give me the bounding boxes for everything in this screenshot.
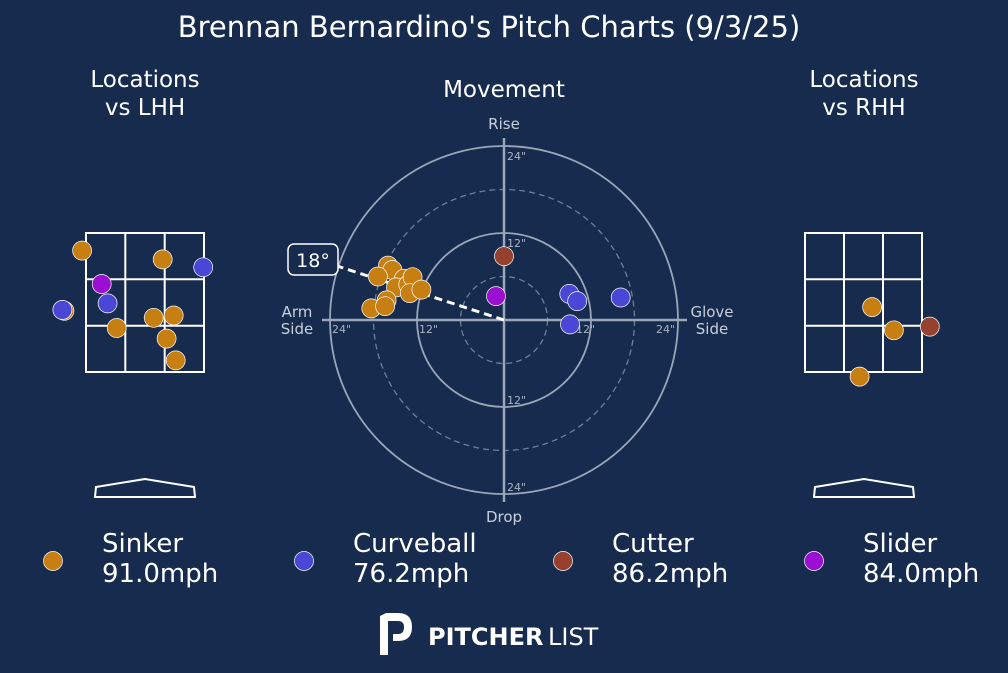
lhh-curveball-point	[97, 293, 118, 314]
ring-label-right-12: 12"	[576, 323, 595, 336]
lhh-curveball-point	[52, 300, 73, 320]
ring-label-left-24: 24"	[332, 323, 351, 336]
lhh-sinker-point	[143, 307, 164, 328]
lhh-sinker-point	[163, 305, 184, 326]
movement-panel-title: Movement	[443, 77, 565, 103]
lhh-sinker-point	[156, 328, 177, 349]
arm-angle-label: 18°	[296, 250, 330, 272]
lhh-curveball-point	[193, 257, 214, 278]
movement-cutter-point	[494, 246, 514, 267]
movement-curveball-point	[610, 287, 631, 308]
rhh-sinker-point	[884, 320, 904, 341]
movement-sinker-point	[368, 266, 388, 287]
chart-title: Brennan Bernardino's Pitch Charts (9/3/2…	[178, 10, 801, 44]
legend-dot-cutter	[553, 551, 573, 571]
lhh-panel-title-line1: Locations	[90, 67, 199, 93]
legend-velo-curveball: 76.2mph	[353, 559, 469, 589]
axis-label-glove-line1: Glove	[690, 303, 733, 321]
lhh-sinker-point	[152, 249, 173, 270]
legend-velo-sinker: 91.0mph	[102, 559, 218, 589]
legend: Sinker 91.0mph Curveball 76.2mph Cutter …	[43, 529, 979, 589]
axis-label-glove-line2: Side	[696, 320, 728, 338]
pitcherlist-p-icon	[380, 613, 412, 655]
rhh-panel-title-line1: Locations	[809, 67, 918, 93]
movement-pitch-points	[361, 246, 631, 335]
lhh-sinker-point	[106, 318, 127, 338]
ring-label-left-12: 12"	[419, 323, 438, 336]
axis-label-drop: Drop	[486, 508, 522, 526]
legend-label-curveball: Curveball	[353, 529, 477, 559]
rhh-home-plate	[812, 477, 916, 498]
axis-label-rise: Rise	[488, 115, 520, 133]
ring-label-right-24: 24"	[656, 323, 675, 336]
legend-velo-cutter: 86.2mph	[612, 559, 728, 589]
movement-grid	[322, 138, 687, 502]
ring-label-top-24: 24"	[507, 150, 526, 163]
legend-velo-slider: 84.0mph	[863, 559, 979, 589]
legend-dot-curveball	[294, 551, 314, 571]
rhh-pitch-points	[849, 297, 940, 387]
legend-dot-slider	[804, 551, 824, 571]
movement-curveball-point	[560, 314, 580, 335]
ring-label-bottom-12: 12"	[507, 394, 526, 407]
movement-slider-point	[486, 286, 506, 306]
rhh-cutter-point	[919, 316, 940, 337]
brand-text-light: LIST	[548, 623, 599, 651]
ring-label-bottom-24: 24"	[507, 481, 526, 494]
lhh-home-plate	[93, 477, 197, 498]
rhh-sinker-point	[849, 366, 870, 387]
movement-sinker-point	[411, 279, 432, 300]
lhh-pitch-points	[52, 240, 214, 371]
lhh-panel-title-line2: vs LHH	[105, 95, 185, 121]
pitcherlist-logo: PITCHER LIST	[380, 613, 599, 655]
legend-label-sinker: Sinker	[102, 529, 183, 559]
legend-dot-sinker	[43, 551, 63, 571]
rhh-sinker-point	[862, 297, 882, 317]
axis-label-arm-line2: Side	[281, 320, 313, 338]
lhh-sinker-point	[165, 350, 186, 371]
axis-label-arm-line1: Arm	[282, 303, 313, 321]
legend-label-slider: Slider	[863, 529, 937, 559]
lhh-sinker-point	[72, 240, 92, 261]
rhh-panel-title-line2: vs RHH	[822, 95, 905, 121]
arm-angle-badge: 18°	[287, 243, 339, 276]
movement-sinker-point	[375, 296, 395, 317]
movement-curveball-point	[567, 291, 588, 311]
lhh-slider-point	[91, 274, 112, 294]
brand-text-bold: PITCHER	[428, 623, 543, 651]
arm-angle-line	[336, 264, 505, 322]
ring-label-top-12: 12"	[507, 237, 526, 250]
legend-label-cutter: Cutter	[612, 529, 694, 559]
